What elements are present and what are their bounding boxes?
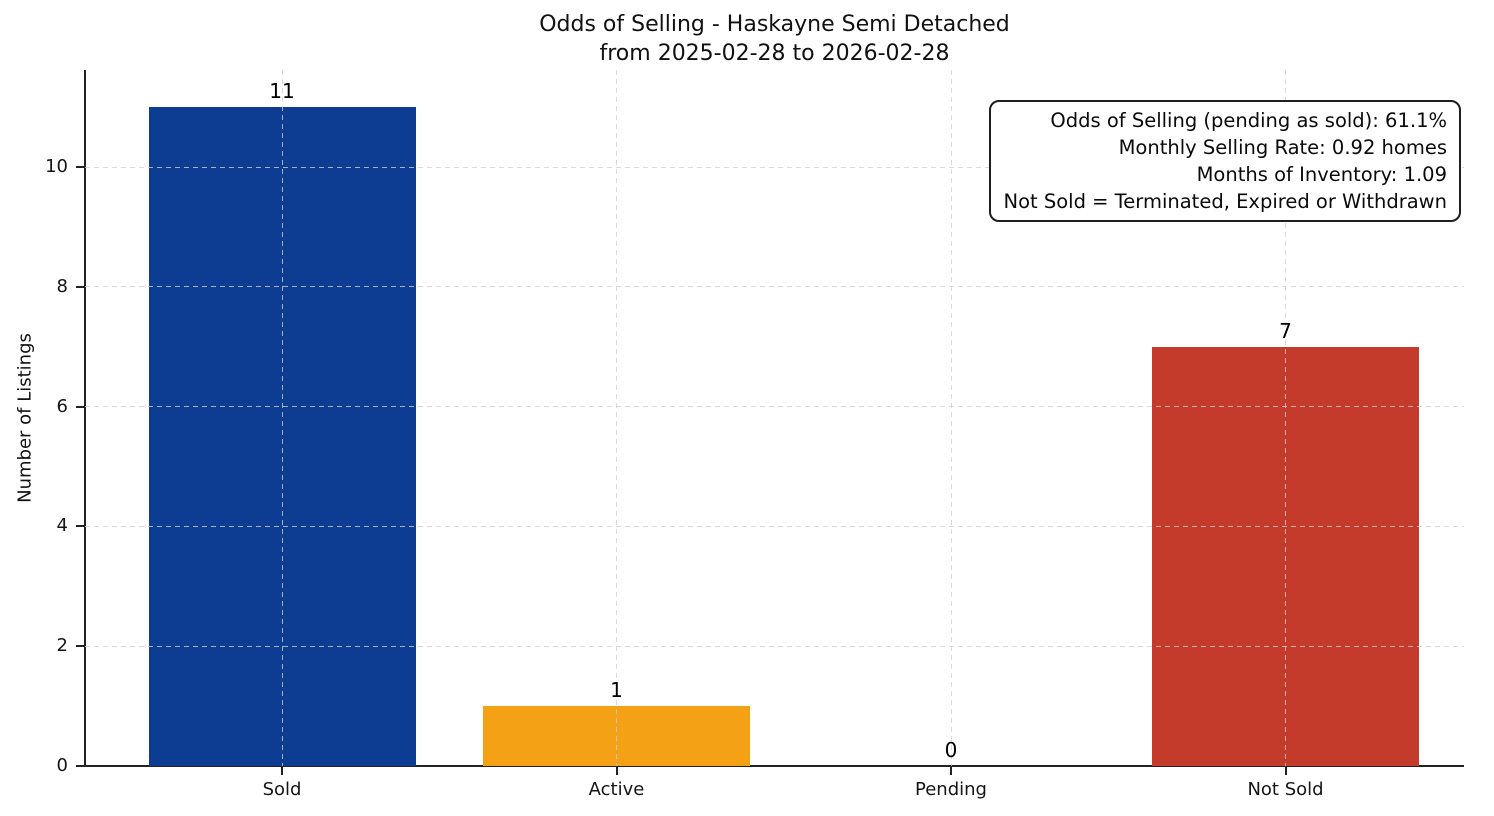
y-tick-mark-10 xyxy=(76,166,84,168)
x-tick-mark-sold xyxy=(281,767,283,775)
chart-title: Odds of Selling - Haskayne Semi Detached… xyxy=(85,10,1464,68)
annotation-odds-of-selling: Odds of Selling (pending as sold): 61.1% xyxy=(1050,109,1447,132)
x-tick-mark-pending xyxy=(950,767,952,775)
annotation-months-of-inventory: Months of Inventory: 1.09 xyxy=(1196,163,1447,186)
y-tick-mark-0 xyxy=(76,765,84,767)
gridline-y-2 xyxy=(85,645,1464,647)
y-axis-spine xyxy=(84,70,86,767)
gridline-x-not-sold xyxy=(1285,70,1286,766)
gridline-x-active xyxy=(616,70,617,766)
x-axis-spine xyxy=(84,765,1464,767)
x-tick-mark-not-sold xyxy=(1284,767,1287,775)
annotation-not-sold-definition: Not Sold = Terminated, Expired or Withdr… xyxy=(1003,190,1447,213)
x-tick-label-not-sold: Not Sold xyxy=(1247,779,1324,800)
x-tick-label-pending: Pending xyxy=(915,779,987,800)
x-tick-mark-active xyxy=(615,767,618,775)
y-tick-label-4: 4 xyxy=(56,515,68,537)
y-tick-label-6: 6 xyxy=(56,395,68,417)
y-tick-mark-4 xyxy=(76,525,84,528)
gridline-y-10 xyxy=(85,166,1464,168)
gridline-x-sold xyxy=(281,70,283,766)
bar-value-not-sold: 7 xyxy=(1279,319,1292,343)
gridline-y-6 xyxy=(85,406,1464,408)
y-tick-label-0: 0 xyxy=(56,755,68,776)
y-tick-mark-6 xyxy=(76,405,84,408)
y-tick-label-2: 2 xyxy=(56,635,68,657)
bar-value-active: 1 xyxy=(610,678,623,702)
gridline-y-8 xyxy=(85,286,1464,288)
y-tick-label-8: 8 xyxy=(56,275,68,297)
y-tick-mark-8 xyxy=(76,285,84,288)
y-axis-label: Number of Listings xyxy=(14,333,36,503)
annotation-monthly-selling-rate: Monthly Selling Rate: 0.92 homes xyxy=(1118,136,1447,159)
x-tick-label-sold: Sold xyxy=(262,779,302,800)
bar-value-sold: 11 xyxy=(269,79,295,103)
gridline-x-pending xyxy=(950,70,952,766)
stats-annotation-box: Odds of Selling (pending as sold): 61.1%… xyxy=(989,100,1461,222)
y-tick-label-10: 10 xyxy=(45,156,68,177)
chart-title-line1: Odds of Selling - Haskayne Semi Detached xyxy=(539,12,1010,37)
bar-value-pending: 0 xyxy=(944,738,958,762)
y-tick-mark-2 xyxy=(76,645,84,648)
gridline-y-4 xyxy=(85,525,1464,527)
x-tick-label-active: Active xyxy=(588,779,645,800)
chart-title-line2: from 2025-02-28 to 2026-02-28 xyxy=(599,41,950,66)
